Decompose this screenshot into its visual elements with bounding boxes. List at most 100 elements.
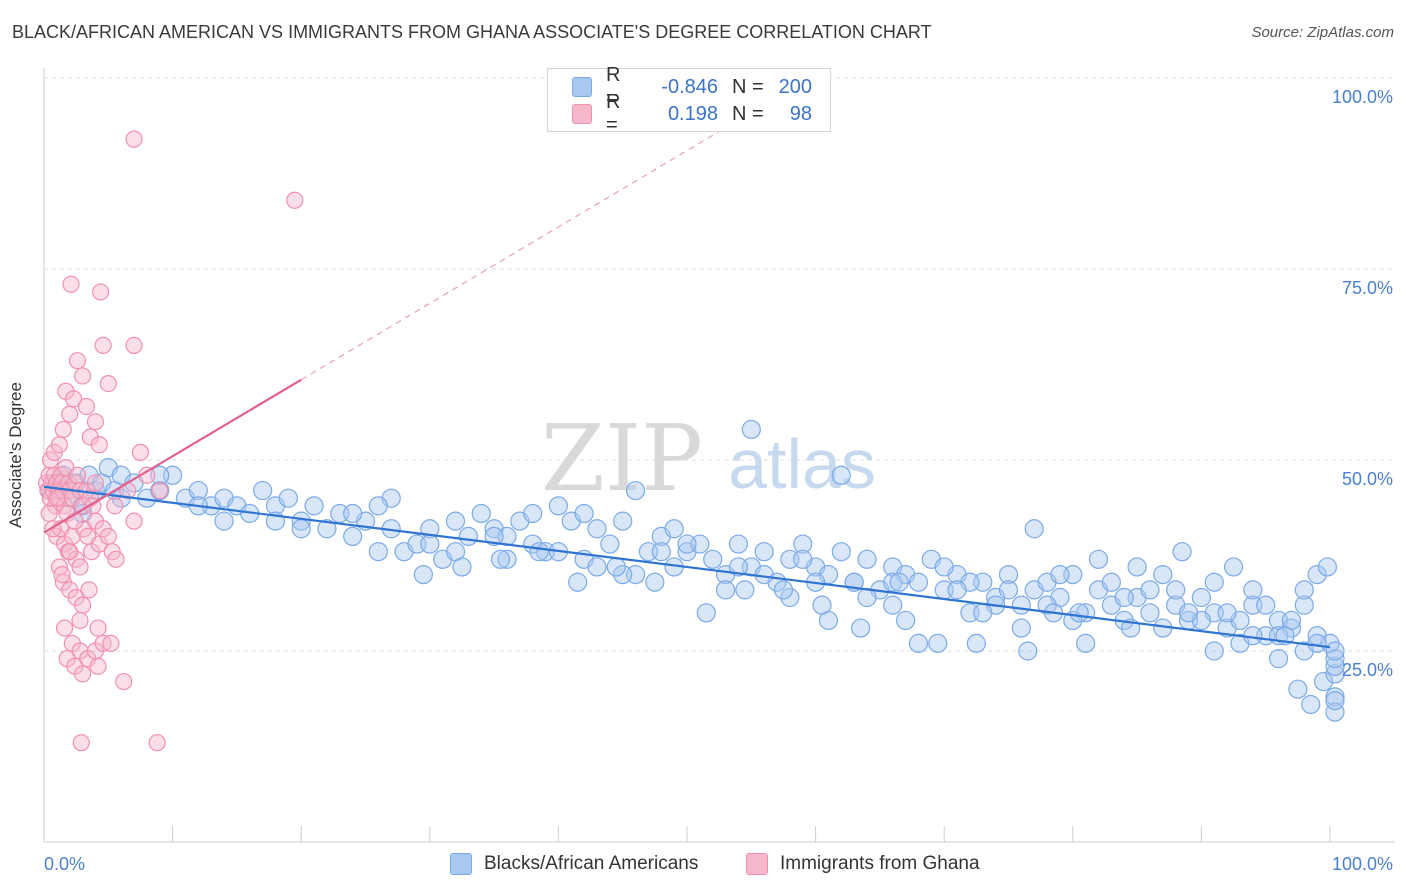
data-point-blacks [1301,694,1321,715]
data-point-blacks [1069,603,1089,623]
data-point-blacks [908,572,929,592]
data-point-blacks [1294,595,1314,615]
data-point-blacks [1191,587,1212,608]
data-point-blacks [368,542,388,562]
data-point-blacks [625,480,646,501]
data-point-blacks [1325,691,1345,711]
data-point-blacks [1256,595,1276,615]
data-point-blacks [1037,595,1057,615]
trend-line-ghana [43,378,302,534]
data-point-ghana [71,558,89,576]
legend-n-label: N = [732,75,764,98]
data-point-ghana [131,443,150,461]
data-point-blacks [1140,603,1160,623]
data-point-blacks [728,534,749,554]
data-point-ghana [99,527,117,546]
data-point-blacks [1127,557,1147,577]
bottom-legend-label-ghana: Immigrants from Ghana [780,853,980,874]
data-point-blacks [529,542,549,562]
data-point-blacks [343,503,363,524]
data-point-ghana [72,734,90,752]
data-point-blacks [947,580,967,600]
chart-title: BLACK/AFRICAN AMERICAN VS IMMIGRANTS FRO… [12,22,932,42]
data-point-blacks [568,572,588,592]
legend-row-ghana: R = 0.198 N = 98 [572,91,812,136]
data-point-blacks [420,534,440,554]
data-point-blacks [1243,580,1263,600]
data-point-blacks [1325,641,1345,661]
data-point-blacks [1088,549,1109,569]
data-point-blacks [896,610,916,631]
data-point-blacks [291,511,311,531]
data-point-blacks [1313,671,1334,692]
data-point-blacks [1076,633,1096,653]
data-point-blacks [1325,702,1345,722]
data-point-blacks [150,465,170,485]
data-point-blacks [735,580,755,600]
data-point-blacks [1153,564,1173,585]
data-point-ghana [94,336,112,354]
data-point-blacks [1166,580,1186,600]
data-point-blacks [613,511,633,531]
data-point-blacks [1114,587,1134,608]
y-tick-label: 100.0% [1332,87,1393,107]
data-point-blacks [812,595,832,615]
legend-r-label: R = [606,91,621,136]
data-point-blacks [754,542,774,562]
data-point-blacks [696,603,716,623]
data-point-ghana [102,634,120,652]
data-point-blacks [613,564,633,585]
data-point-blacks [677,534,697,554]
data-point-blacks [1294,580,1314,600]
watermark: ZIP atlas [541,405,876,512]
data-point-blacks [445,511,466,531]
data-point-blacks [490,549,511,569]
data-point-blacks [497,549,517,569]
data-point-ghana [90,436,108,454]
data-point-ghana [54,420,72,439]
data-point-blacks [1050,564,1070,585]
data-point-ghana [125,130,143,148]
data-point-blacks [278,488,298,508]
legend-r-label: R = [606,64,621,109]
data-point-ghana [53,565,71,584]
bottom-legend-ghana: Immigrants from Ghana [746,852,980,876]
data-point-blacks [728,557,749,577]
data-point-blacks [780,587,800,608]
source-label: Source: ZipAtlas.com [1251,24,1394,41]
data-point-ghana [68,466,87,484]
data-point-blacks [1011,618,1031,638]
y-axis-label: Associate's Degree [6,382,25,528]
data-point-blacks [458,526,478,547]
legend-n-label: N = [732,102,764,125]
y-tick-label: 25.0% [1342,660,1393,680]
data-point-blacks [1140,580,1160,600]
data-point-blacks [857,549,877,569]
data-point-blacks [452,557,472,577]
tick-labels: 25.0% 50.0% 75.0% 100.0% 0.0% 100.0% [44,87,1393,874]
data-point-blacks [889,572,909,592]
data-point-blacks [600,534,620,554]
data-point-blacks [773,580,794,600]
bottom-legend-swatch-blue [450,853,472,875]
data-point-ghana [71,611,89,630]
data-point-ghana [73,665,92,683]
data-point-ghana [99,375,117,393]
data-point-blacks [973,603,993,623]
data-point-blacks [1178,603,1199,623]
data-point-blacks [934,557,954,577]
data-point-ghana [91,283,110,301]
data-point-blacks [831,465,851,485]
data-point-blacks [304,496,324,516]
x-tick-label: 100.0% [1332,854,1393,874]
trend-lines [43,111,1331,649]
data-point-blacks [651,542,671,562]
data-point-blacks [471,503,491,524]
y-tick-label: 50.0% [1342,469,1393,489]
series-ghana-points [37,130,304,752]
x-tick-label: 0.0% [44,854,85,874]
data-point-blacks [966,633,986,653]
data-point-blacks [1172,542,1192,562]
data-point-blacks [1325,664,1345,684]
data-point-ghana [115,672,133,691]
